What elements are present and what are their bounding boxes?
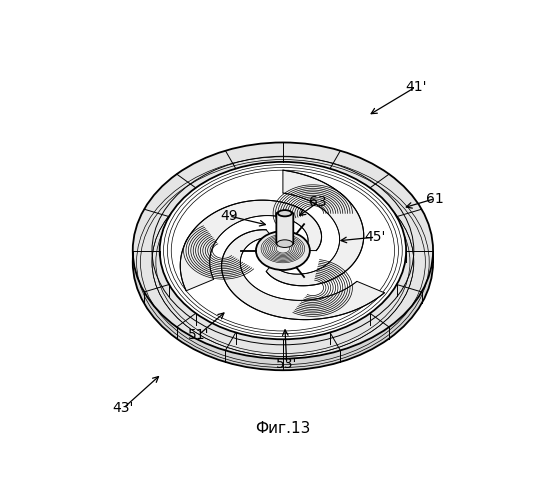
Text: 49: 49	[220, 209, 238, 223]
Ellipse shape	[256, 231, 310, 270]
Ellipse shape	[160, 162, 406, 340]
Text: 53': 53'	[276, 357, 298, 371]
Ellipse shape	[132, 142, 433, 358]
Polygon shape	[181, 200, 322, 291]
Ellipse shape	[160, 174, 406, 351]
FancyBboxPatch shape	[277, 212, 293, 244]
Text: 45': 45'	[365, 230, 386, 244]
Polygon shape	[266, 170, 364, 286]
Ellipse shape	[132, 154, 433, 370]
Polygon shape	[221, 230, 384, 320]
Text: 51': 51'	[188, 328, 209, 342]
Ellipse shape	[162, 164, 404, 338]
Ellipse shape	[278, 210, 292, 216]
Text: 41': 41'	[405, 80, 427, 94]
Text: Фиг.13: Фиг.13	[255, 422, 311, 436]
Ellipse shape	[277, 240, 293, 248]
Text: 63: 63	[309, 196, 326, 209]
Text: 61: 61	[426, 192, 444, 205]
Text: 43': 43'	[113, 402, 134, 415]
